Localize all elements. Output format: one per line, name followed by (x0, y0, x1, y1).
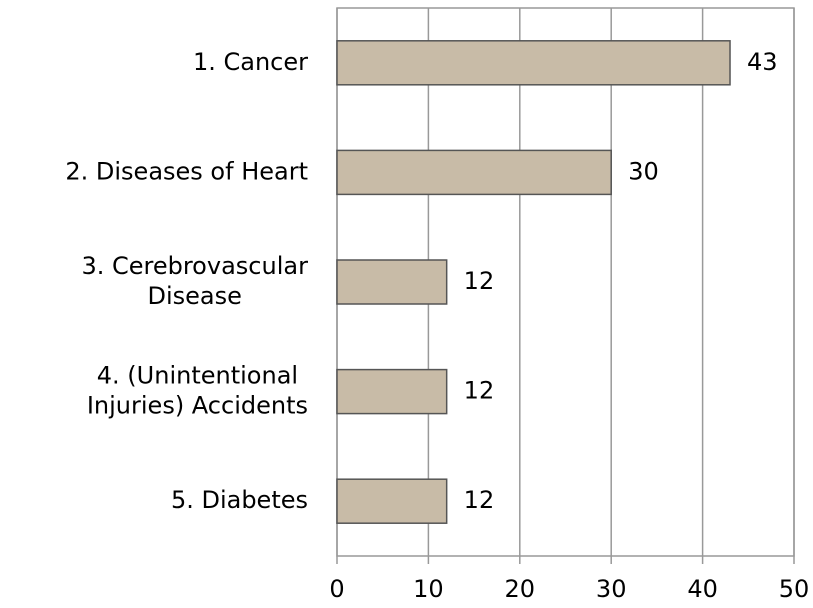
x-tick-label: 20 (505, 575, 536, 603)
x-tick-label: 0 (329, 575, 344, 603)
bar (336, 149, 612, 196)
data-label: 30 (628, 157, 659, 185)
data-label: 12 (464, 377, 495, 405)
x-tick-label: 40 (687, 575, 718, 603)
bar (336, 40, 731, 86)
y-tick-label: 4. (Unintentional Injuries) Accidents (87, 362, 308, 420)
x-tick-label: 10 (413, 575, 444, 603)
x-tick-label: 30 (596, 575, 627, 603)
y-tick-label: 2. Diseases of Heart (65, 157, 308, 185)
x-tick-label: 50 (779, 575, 810, 603)
y-tick-label: 5. Diabetes (171, 486, 308, 514)
data-label: 43 (747, 48, 778, 76)
y-tick-label: 3. Cerebrovascular Disease (81, 252, 308, 310)
bar (336, 368, 448, 415)
bar (336, 259, 448, 305)
data-label: 12 (464, 267, 495, 295)
bar (336, 478, 448, 524)
data-label: 12 (464, 486, 495, 514)
y-tick-label: 1. Cancer (193, 48, 308, 76)
